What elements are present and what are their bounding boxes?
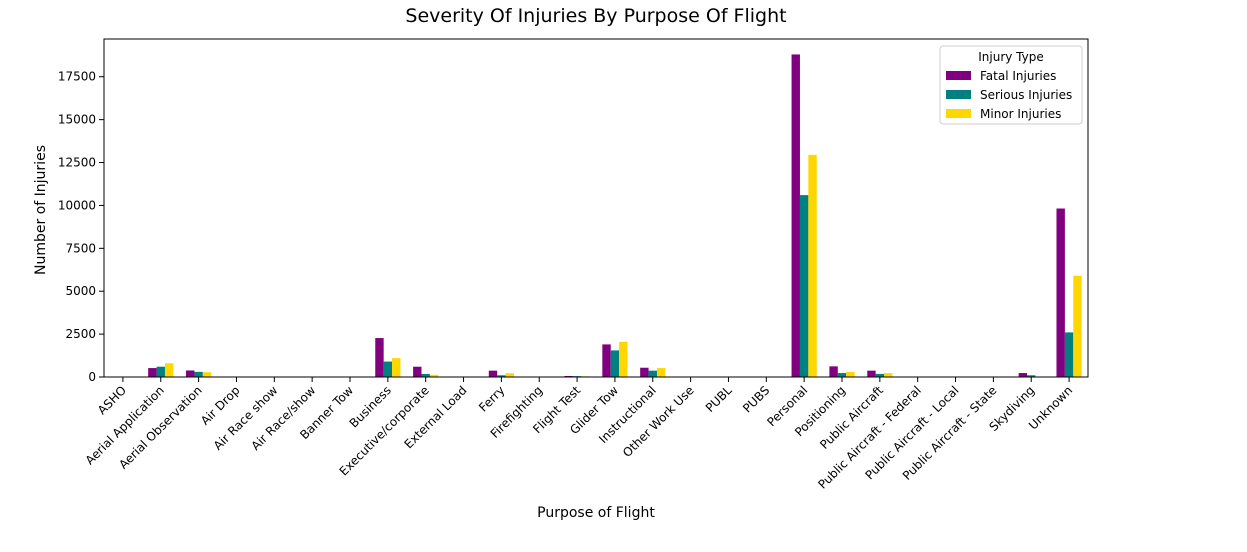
bar xyxy=(497,375,506,377)
bar xyxy=(564,375,573,377)
x-tick-label: PUBL xyxy=(703,383,735,415)
bar xyxy=(799,195,809,377)
bar xyxy=(846,372,855,377)
bars-group xyxy=(148,54,1082,377)
bar xyxy=(837,373,847,377)
legend-label: Minor Injuries xyxy=(980,107,1061,121)
legend-swatch xyxy=(946,90,971,99)
bar xyxy=(602,344,611,377)
bar xyxy=(884,373,893,377)
y-tick-label: 12500 xyxy=(58,156,96,170)
bar xyxy=(194,371,203,377)
bar xyxy=(383,361,393,377)
legend-title: Injury Type xyxy=(978,50,1044,64)
legend-swatch xyxy=(946,71,971,80)
x-tick-label: ASHO xyxy=(95,383,129,417)
legend-label: Fatal Injuries xyxy=(980,69,1056,83)
bar xyxy=(488,370,498,377)
y-tick-label: 2500 xyxy=(65,327,96,341)
legend-label: Serious Injuries xyxy=(980,88,1072,102)
bar xyxy=(1027,375,1036,377)
legend-box xyxy=(939,45,1083,125)
bar xyxy=(656,368,666,377)
y-axis-label: Number of Injuries xyxy=(33,145,49,275)
bar xyxy=(156,366,165,377)
bar xyxy=(1018,373,1028,377)
bar xyxy=(421,373,430,377)
bar xyxy=(867,370,876,377)
bar xyxy=(808,154,817,377)
bar xyxy=(640,367,649,377)
bar xyxy=(610,350,620,377)
x-tick-label: PUBS xyxy=(740,383,772,415)
y-axis: 0 2500 5000 7500 10000 12500 15000 17500 xyxy=(58,70,104,384)
bar xyxy=(505,373,514,377)
bar xyxy=(829,366,838,377)
chart-title: Severity Of Injuries By Purpose Of Fligh… xyxy=(405,5,786,27)
bar xyxy=(392,358,401,377)
y-tick-label: 7500 xyxy=(65,241,96,255)
x-axis-label: Purpose of Flight xyxy=(537,505,655,521)
bar xyxy=(1064,332,1074,377)
bar xyxy=(791,54,800,377)
legend-swatch xyxy=(946,109,971,118)
bar xyxy=(375,338,384,377)
y-tick-label: 15000 xyxy=(58,113,96,127)
y-tick-label: 5000 xyxy=(65,284,96,298)
bar xyxy=(875,373,885,377)
bar xyxy=(648,370,657,377)
x-tick-label: Ferry xyxy=(476,383,507,414)
plot-frame xyxy=(103,38,1089,378)
x-tick-label: Other Work Use xyxy=(620,383,697,460)
bar xyxy=(619,341,628,377)
bar xyxy=(1056,208,1065,377)
bar xyxy=(202,372,212,377)
bar xyxy=(429,374,439,377)
y-tick-label: 0 xyxy=(88,370,96,384)
bar xyxy=(413,366,422,377)
bar xyxy=(1073,275,1082,377)
bar xyxy=(148,368,157,377)
bar xyxy=(186,370,195,377)
y-tick-label: 17500 xyxy=(58,70,96,84)
legend: Injury Type Fatal Injuries Serious Injurie… xyxy=(939,45,1083,125)
y-tick-label: 10000 xyxy=(58,198,96,212)
bar xyxy=(164,363,174,377)
